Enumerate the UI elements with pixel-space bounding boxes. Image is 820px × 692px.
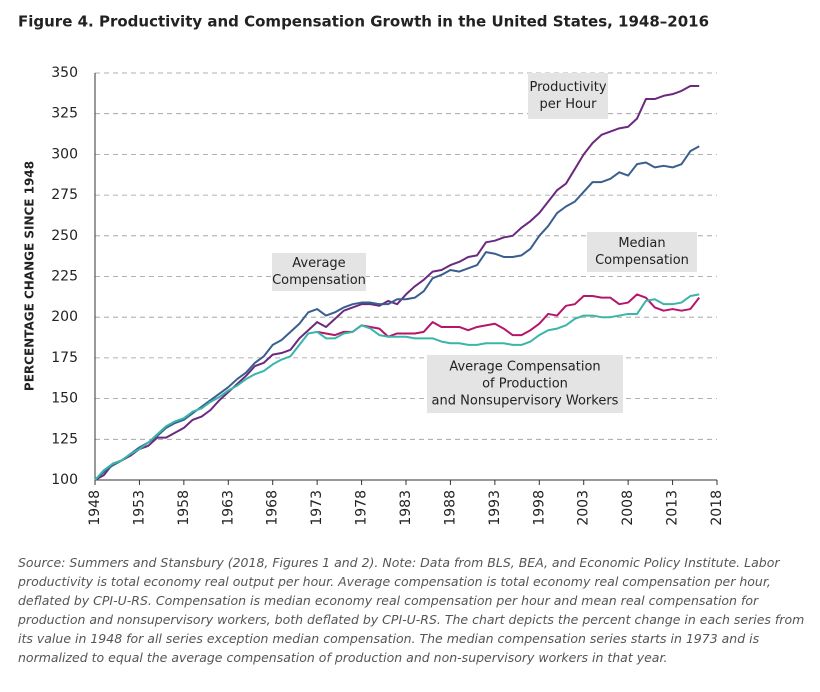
annotation-box: [272, 253, 366, 291]
x-tick-label: 2018: [709, 490, 725, 526]
annotation-text: per Hour: [539, 97, 597, 112]
annotation-text: Median: [618, 236, 665, 251]
y-tick-label: 250: [51, 228, 78, 244]
x-tick-label: 2003: [576, 490, 592, 526]
annotation-text: Average: [292, 256, 345, 271]
annotation-text: Compensation: [595, 253, 689, 268]
y-tick-label: 300: [51, 146, 78, 162]
y-tick-label: 350: [51, 65, 78, 81]
series-line: [316, 293, 701, 338]
series-line: [94, 145, 700, 481]
y-axis-label: PERCENTAGE CHANGE SINCE 1948: [23, 161, 37, 391]
annotation-box: [587, 232, 697, 272]
x-tick-label: 2008: [620, 490, 636, 526]
chart: Figure 4. Productivity and Compensation …: [18, 13, 725, 526]
y-tick-label: 175: [51, 350, 78, 366]
annotation-box: [528, 73, 608, 119]
x-tick-label: 1963: [220, 490, 236, 526]
x-tick-label: 1973: [309, 490, 325, 526]
annotation-box: [427, 355, 623, 413]
y-tick-label: 325: [51, 106, 78, 122]
y-tick-label: 100: [51, 472, 78, 488]
y-tick-label: 150: [51, 391, 78, 407]
y-tick-label: 225: [51, 269, 78, 285]
x-tick-label: 1958: [176, 490, 192, 526]
annotation-text: Compensation: [272, 273, 366, 288]
x-tick-label: 1983: [398, 490, 414, 526]
source-note: Source: Summers and Stansbury (2018, Fig…: [18, 555, 805, 665]
x-tick-label: 1988: [442, 490, 458, 526]
x-tick-label: 1948: [87, 490, 103, 526]
y-tick-label: 200: [51, 309, 78, 325]
annotation-text: of Production: [482, 377, 568, 392]
x-tick-label: 1978: [354, 490, 370, 526]
x-tick-label: 1993: [487, 490, 503, 526]
x-tick-label: 1953: [131, 490, 147, 526]
y-tick-label: 125: [51, 431, 78, 447]
annotation-text: Average Compensation: [449, 360, 600, 375]
annotation-text: and Nonsupervisory Workers: [432, 394, 619, 409]
x-tick-label: 1998: [531, 490, 547, 526]
series-line: [94, 85, 700, 481]
chart-title: Figure 4. Productivity and Compensation …: [18, 13, 709, 31]
y-tick-label: 275: [51, 187, 78, 203]
x-tick-label: 1968: [265, 490, 281, 526]
annotation-text: Productivity: [529, 80, 606, 95]
x-tick-label: 2013: [665, 490, 681, 526]
series-line: [94, 293, 700, 481]
